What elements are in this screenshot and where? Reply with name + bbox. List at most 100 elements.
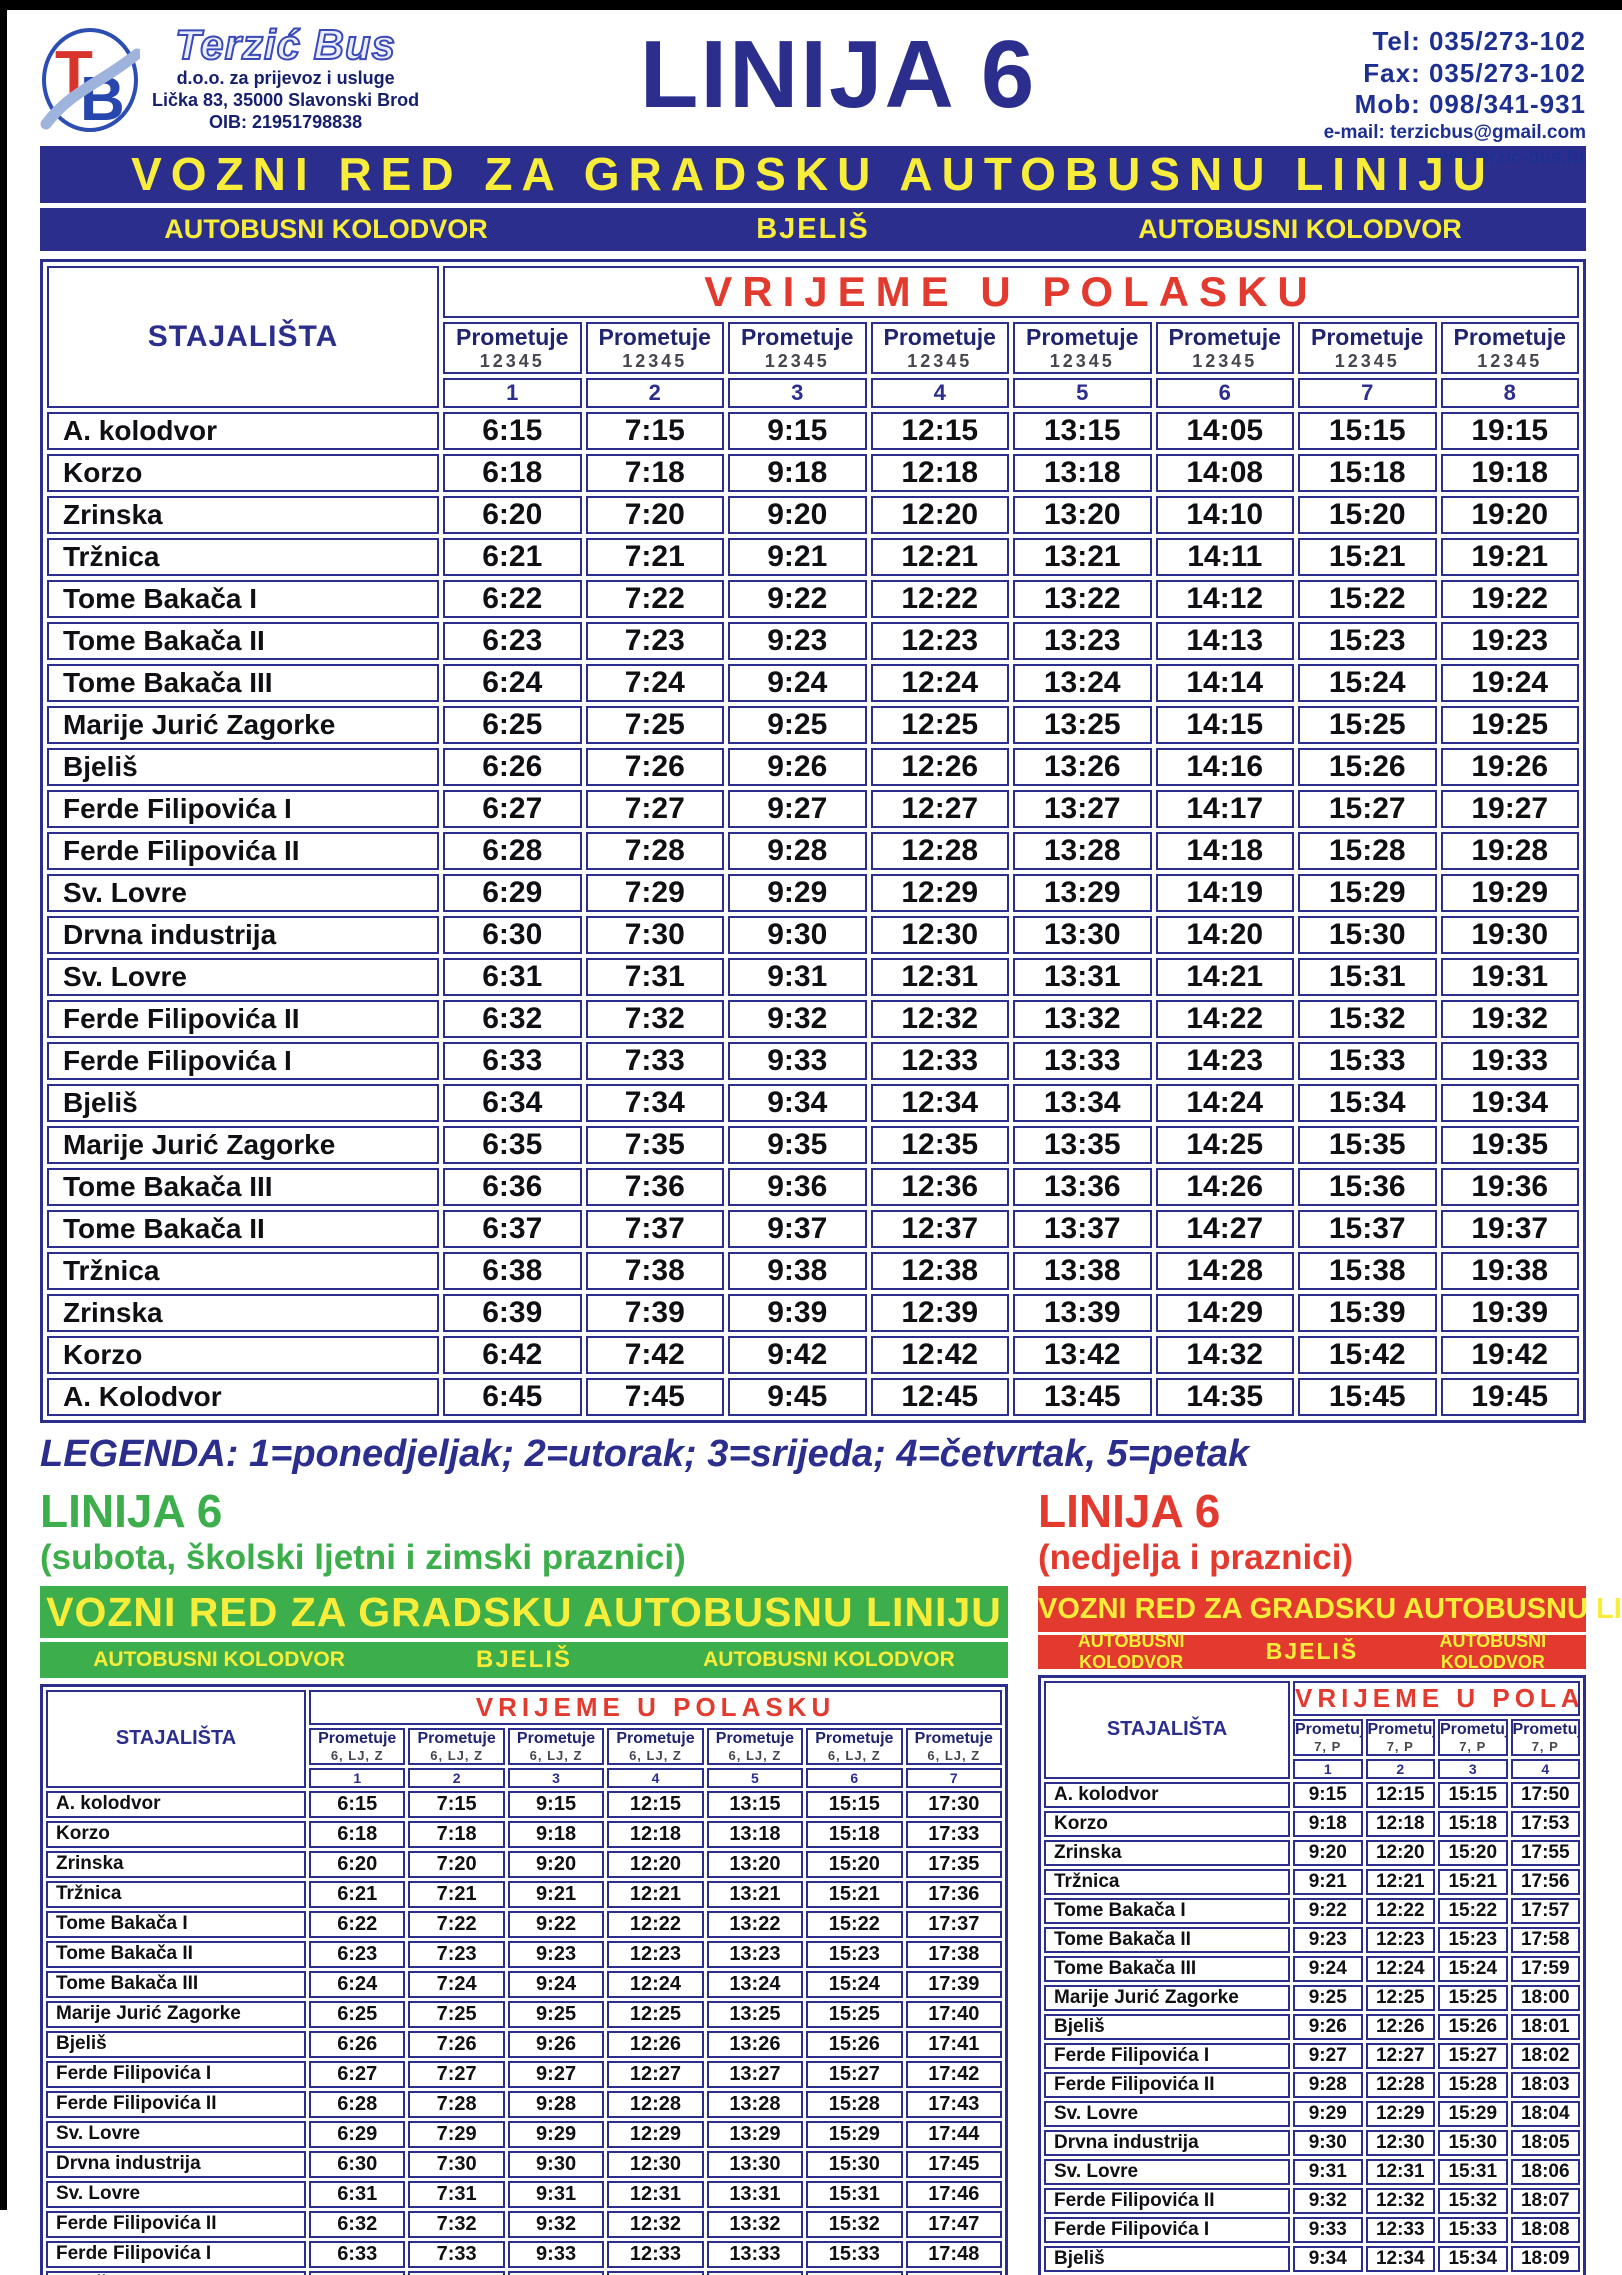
departure-time-cell: 19:26 [1440, 748, 1579, 786]
departure-time-cell: 9:26 [728, 748, 867, 786]
departure-time-cell: 18:07 [1510, 2187, 1580, 2214]
departure-time-cell: 19:33 [1440, 1042, 1579, 1080]
sunday-route-banner: AUTOBUSNI KOLODVOR BJELIŠ AUTOBUSNI KOLO… [1038, 1631, 1586, 1672]
departure-time-cell: 12:20 [1365, 1839, 1435, 1866]
table-row: Tržnica 6:38 7:38 9:38 12:38 13:38 14:28 15:38 1… [47, 1252, 1579, 1290]
departure-time-cell: 15:36 [1298, 1168, 1437, 1206]
departure-time-cell: 12:15 [1365, 1781, 1435, 1808]
table-row: Zrinska 9:20 12:20 15:20 17:55 [1044, 1839, 1580, 1866]
service-days-label: 12345 [1192, 351, 1258, 371]
column-number-cell: 3 [1438, 1758, 1508, 1779]
route-to-label: AUTOBUSNI KOLODVOR [703, 1647, 955, 1671]
departure-time-cell: 15:34 [806, 2270, 903, 2275]
stop-name-cell: Sv. Lovre [46, 2120, 306, 2148]
departure-time-cell: 17:35 [905, 1850, 1002, 1878]
departure-time-cell: 12:34 [1365, 2245, 1435, 2272]
departure-time-cell: 15:31 [1298, 958, 1437, 996]
service-label: Prometuje [715, 1729, 795, 1747]
departure-time-cell: 15:29 [806, 2120, 903, 2148]
stop-name-cell: Bjeliš [1044, 2245, 1290, 2272]
departure-time-cell: 7:18 [585, 454, 724, 492]
stop-name-cell: Ferde Filipovića II [1044, 2071, 1290, 2098]
departure-time-cell: 9:28 [1293, 2071, 1363, 2098]
departure-time-cell: 12:31 [1365, 2158, 1435, 2185]
departure-time-cell: 14:15 [1155, 706, 1294, 744]
departure-time-cell: 13:26 [1013, 748, 1152, 786]
departure-time-cell: 15:25 [1298, 706, 1437, 744]
departure-time-cell: 6:21 [309, 1880, 406, 1908]
departure-time-cell: 13:22 [1013, 580, 1152, 618]
departure-time-cell: 12:30 [870, 916, 1009, 954]
column-number-cell: 6 [1155, 378, 1294, 408]
departure-time-cell: 7:30 [585, 916, 724, 954]
table-row: Sv. Lovre 9:29 12:29 15:29 18:04 [1044, 2100, 1580, 2127]
departure-time-cell: 6:26 [443, 748, 582, 786]
stop-name-cell: Ferde Filipovića II [47, 1000, 439, 1038]
service-days-label: 12345 [1334, 351, 1400, 371]
departure-time-cell: 15:28 [1298, 832, 1437, 870]
departure-time-cell: 17:57 [1510, 1897, 1580, 1924]
departure-time-cell: 6:38 [443, 1252, 582, 1290]
departure-time-cell: 6:25 [443, 706, 582, 744]
departure-time-cell: 12:32 [870, 1000, 1009, 1038]
departure-time-cell: 14:29 [1155, 1294, 1294, 1332]
departure-time-cell: 7:25 [585, 706, 724, 744]
departure-time-cell: 12:32 [1365, 2187, 1435, 2214]
departure-time-cell: 14:26 [1155, 1168, 1294, 1206]
stop-name-cell: Tome Bakača II [47, 622, 439, 660]
service-cell: Prometuje 12345 [443, 322, 582, 374]
departure-time-cell: 9:24 [507, 1970, 605, 1998]
departure-time-cell: 13:18 [1013, 454, 1152, 492]
table-row: Korzo 6:18 7:18 9:18 12:18 13:18 15:18 17:33 [46, 1820, 1002, 1848]
departure-time-cell: 19:15 [1440, 412, 1579, 450]
departure-time-cell: 7:39 [585, 1294, 724, 1332]
table-row: Sv. Lovre 6:29 7:29 9:29 12:29 13:29 15:29 17:4… [46, 2120, 1002, 2148]
service-cell: Prometuje 6, LJ, Z [905, 1727, 1002, 1765]
table-row: A. kolodvor 6:15 7:15 9:15 12:15 13:15 14:05 15… [47, 412, 1579, 450]
departure-time-cell: 13:31 [706, 2180, 804, 2208]
departure-time-cell: 9:37 [728, 1210, 867, 1248]
service-label: Prometuje [1311, 324, 1424, 350]
departure-time-cell: 12:32 [607, 2210, 704, 2238]
departure-time-cell: 13:28 [706, 2090, 804, 2118]
contact-fax: Fax: 035/273-102 [1363, 57, 1586, 88]
departure-time-cell: 12:21 [870, 538, 1009, 576]
departure-time-cell: 12:28 [1365, 2071, 1435, 2098]
stop-name-cell: Tome Bakača III [47, 664, 439, 702]
departure-time-cell: 15:29 [1298, 874, 1437, 912]
departure-time-cell: 7:32 [585, 1000, 724, 1038]
departure-time-cell: 19:21 [1440, 538, 1579, 576]
departure-time-cell: 15:20 [806, 1850, 903, 1878]
departure-time-cell: 15:18 [1298, 454, 1437, 492]
stop-name-cell: Tome Bakača III [46, 1970, 306, 1998]
service-label: Prometuje [456, 324, 569, 350]
table-row: Tome Bakača II 6:37 7:37 9:37 12:37 13:37 14:2… [47, 1210, 1579, 1248]
departure-time-cell: 15:21 [806, 1880, 903, 1908]
table-row: Marije Jurić Zagorke 9:25 12:25 15:25 18:00 [1044, 1984, 1580, 2011]
departure-time-cell: 15:33 [1438, 2216, 1508, 2243]
column-number-cell: 7 [1298, 378, 1437, 408]
departure-time-cell: 13:18 [706, 1820, 804, 1848]
table-row: Tome Bakača II 9:23 12:23 15:23 17:58 [1044, 1926, 1580, 1953]
departure-time-cell: 18:03 [1510, 2071, 1580, 2098]
departure-time-cell: 6:32 [443, 1000, 582, 1038]
sunday-section-subtitle: (nedjelja i praznici) [1038, 1537, 1354, 1577]
column-number-cell: 4 [1510, 1758, 1580, 1779]
departure-time-cell: 9:26 [1293, 2013, 1363, 2040]
service-row: Prometuje7, PPrometuje7, PPrometuje7, PP… [1044, 1718, 1580, 1756]
departure-time-cell: 6:20 [309, 1850, 406, 1878]
departure-time-cell: 9:45 [728, 1378, 867, 1416]
departure-time-cell: 15:34 [1438, 2245, 1508, 2272]
main-banner-title: VOZNI RED ZA GRADSKU AUTOBUSNU LINIJU [40, 146, 1586, 203]
departure-time-cell: 13:42 [1013, 1336, 1152, 1374]
departure-time-cell: 13:32 [706, 2210, 804, 2238]
departure-time-cell: 17:33 [905, 1820, 1002, 1848]
departure-time-cell: 9:31 [507, 2180, 605, 2208]
departure-time-cell: 14:11 [1155, 538, 1294, 576]
service-cell: Prometuje 6, LJ, Z [309, 1727, 406, 1765]
page-title: LINIJA 6 [639, 21, 1037, 128]
stop-name-cell: Bjeliš [46, 2270, 306, 2275]
